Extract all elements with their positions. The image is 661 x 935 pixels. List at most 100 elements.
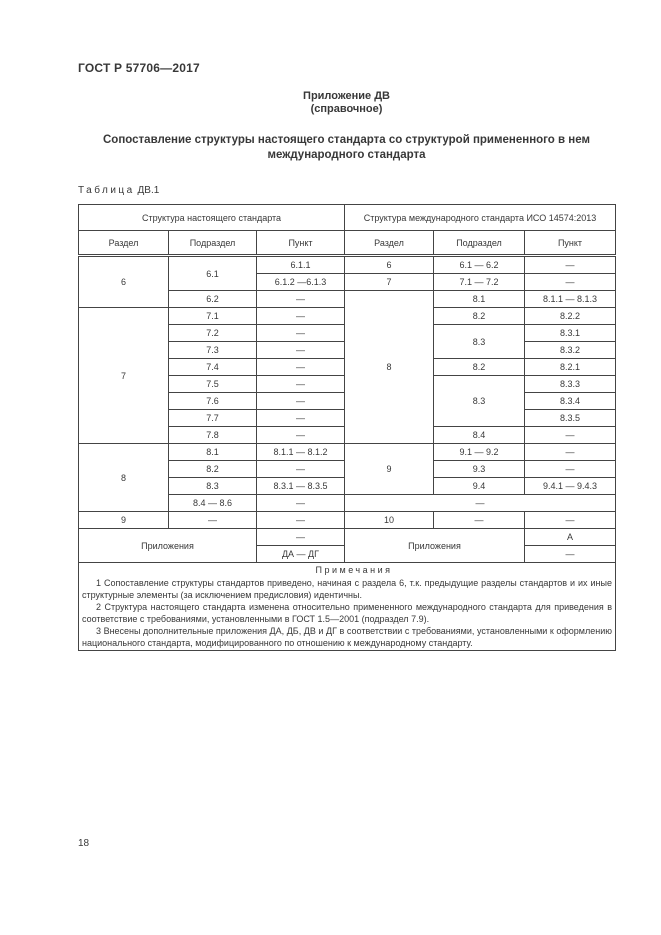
notes-heading: Примечания bbox=[315, 565, 393, 575]
table-cell: 7.5 bbox=[168, 375, 257, 393]
table-cell: 6.1 bbox=[168, 255, 257, 291]
table-cell: — bbox=[524, 426, 616, 444]
table-cell: 8.2.2 bbox=[524, 307, 616, 325]
table-row: 6 6.1 6.1.1 6 6.1 — 6.2— bbox=[78, 255, 616, 308]
table-cell: 8.4 — 8.6 bbox=[168, 494, 257, 512]
table-cell: — bbox=[256, 341, 345, 359]
table-cell: 7.4 bbox=[168, 358, 257, 376]
table-cell: 8.2 bbox=[433, 307, 525, 325]
table-cell: 8.1 bbox=[168, 443, 257, 461]
table-cell: 8 bbox=[344, 290, 434, 444]
table-cell: — bbox=[256, 426, 345, 444]
comparison-table: Структура настоящего стандарта Структура… bbox=[78, 204, 616, 651]
table-cell: 6 bbox=[78, 255, 169, 308]
table-cell: 7.2 bbox=[168, 324, 257, 342]
table-cell: 8.1.1 — 8.1.2 bbox=[256, 443, 345, 461]
table-row: 7.8—8.4— bbox=[79, 426, 616, 444]
column-header: Раздел bbox=[344, 230, 434, 257]
table-cell: 7.7 bbox=[168, 409, 257, 427]
table-cell: — bbox=[433, 511, 525, 529]
table-cell: — bbox=[256, 324, 345, 342]
table-column-header-row: Раздел Подраздел Пункт Раздел Подраздел … bbox=[78, 230, 616, 257]
note-paragraph: 1 Сопоставление структуры стандартов при… bbox=[82, 578, 612, 600]
table-cell: — bbox=[256, 392, 345, 410]
table-cell: — bbox=[256, 494, 345, 512]
table-row: 8.4 — 8.6— — bbox=[79, 494, 616, 512]
table-row: Приложения — Приложения А bbox=[78, 528, 616, 563]
table-cell: 9.4 bbox=[433, 477, 525, 495]
table-cell: 8.3 bbox=[433, 324, 525, 359]
table-row: 9— —10— — bbox=[78, 511, 616, 529]
table-cell: 8.3.5 bbox=[524, 409, 616, 427]
doc-header: ГОСТ Р 57706—2017 bbox=[78, 61, 200, 75]
page-title-line1: Сопоставление структуры настоящего станд… bbox=[103, 134, 590, 146]
group-header-current-standard: Структура настоящего стандарта bbox=[78, 204, 345, 231]
table-cell: — bbox=[256, 511, 345, 529]
notes-cell: Примечания 1 Сопоставление структуры ста… bbox=[78, 562, 616, 651]
table-cell: 7.1 — 7.2 bbox=[433, 273, 525, 291]
table-cell: — bbox=[168, 511, 257, 529]
table-cell: — bbox=[344, 494, 616, 512]
table-row: 8.3 8.3.1 — 8.3.5 9.4 9.4.1 — 9.4.3 bbox=[79, 477, 616, 495]
table-group-header-row: Структура настоящего стандарта Структура… bbox=[78, 204, 616, 231]
notes-row: Примечания 1 Сопоставление структуры ста… bbox=[78, 562, 616, 651]
table-cell: 8.3.1 bbox=[524, 324, 616, 342]
page-number: 18 bbox=[78, 838, 90, 849]
table-cell: ДА — ДГ bbox=[256, 545, 345, 563]
table-cell: 8.3.2 bbox=[524, 341, 616, 359]
table-cell: — bbox=[256, 290, 345, 308]
table-cell: 8.3 bbox=[433, 375, 525, 427]
content-column: ГОСТ Р 57706—2017 Приложение ДВ (справоч… bbox=[78, 0, 616, 651]
page-title-line2: международного стандарта bbox=[267, 149, 426, 161]
table-row: 6.1.2 —6.1.3 7 7.1 — 7.2— bbox=[79, 273, 616, 291]
table-cell: 9.4.1 — 9.4.3 bbox=[524, 477, 616, 495]
notes-list: 1 Сопоставление структуры стандартов при… bbox=[82, 577, 612, 649]
table-cell: 8.2.1 bbox=[524, 358, 616, 376]
table-cell: 6.1 — 6.2 bbox=[433, 255, 525, 274]
table-cell: — bbox=[256, 528, 345, 546]
table-cell: 7.3 bbox=[168, 341, 257, 359]
table-cell: 7.6 bbox=[168, 392, 257, 410]
table-cell: 9.1 — 9.2 bbox=[433, 443, 525, 461]
page-title: Сопоставление структуры настоящего станд… bbox=[78, 133, 615, 163]
table-caption-word: Таблица bbox=[78, 185, 135, 196]
table-cell: 9 bbox=[344, 443, 434, 495]
table-row: 7.4— 8.2 8.2.1 bbox=[79, 358, 616, 376]
table-cell: 6.1.1 bbox=[256, 255, 345, 274]
table-cell: 7 bbox=[78, 307, 169, 444]
column-header: Раздел bbox=[78, 230, 169, 257]
column-header: Подраздел bbox=[433, 230, 525, 257]
table-cell: 8 bbox=[78, 443, 169, 512]
table-cell: 9 bbox=[78, 511, 169, 529]
appendix-block: Приложение ДВ (справочное) bbox=[78, 90, 615, 116]
table-cell: 8.4 bbox=[433, 426, 525, 444]
table-cell: — bbox=[256, 358, 345, 376]
table-cell: Приложения bbox=[344, 528, 525, 563]
table-cell: 8.1.1 — 8.1.3 bbox=[524, 290, 616, 308]
table-body: 6 6.1 6.1.1 6 6.1 — 6.2—6.1.2 —6.1.3 7 7.1 — 7… bbox=[78, 255, 616, 563]
table-cell: 10 bbox=[344, 511, 434, 529]
table-cell: 6 bbox=[344, 255, 434, 274]
table-row: 8.2—9.3— bbox=[79, 460, 616, 478]
note-paragraph: 2 Структура настоящего стандарта изменен… bbox=[82, 602, 612, 624]
table-cell: А bbox=[524, 528, 616, 546]
table-cell: — bbox=[524, 545, 616, 563]
table-caption-number: ДВ.1 bbox=[137, 185, 160, 196]
table-cell: — bbox=[256, 409, 345, 427]
table-cell: 6.1.2 —6.1.3 bbox=[256, 273, 345, 291]
table-cell: 8.2 bbox=[433, 358, 525, 376]
table-cell: 8.3.4 bbox=[524, 392, 616, 410]
table-cell: 6.2 bbox=[168, 290, 257, 308]
table-cell: — bbox=[524, 273, 616, 291]
table-cell: — bbox=[524, 460, 616, 478]
table-cell: Приложения bbox=[78, 528, 257, 563]
table-cell: 7 bbox=[344, 273, 434, 291]
table-cell: 8.2 bbox=[168, 460, 257, 478]
table-cell: 7.1 bbox=[168, 307, 257, 325]
table-cell: — bbox=[256, 375, 345, 393]
table-row: 6.2—8 8.1 8.1.1 — 8.1.3 bbox=[79, 290, 616, 444]
group-header-international-standard: Структура международного стандарта ИСО 1… bbox=[344, 204, 616, 231]
table-row: 7.2— 8.3 8.3.1 bbox=[79, 324, 616, 359]
table-cell: 8.3.1 — 8.3.5 bbox=[256, 477, 345, 495]
